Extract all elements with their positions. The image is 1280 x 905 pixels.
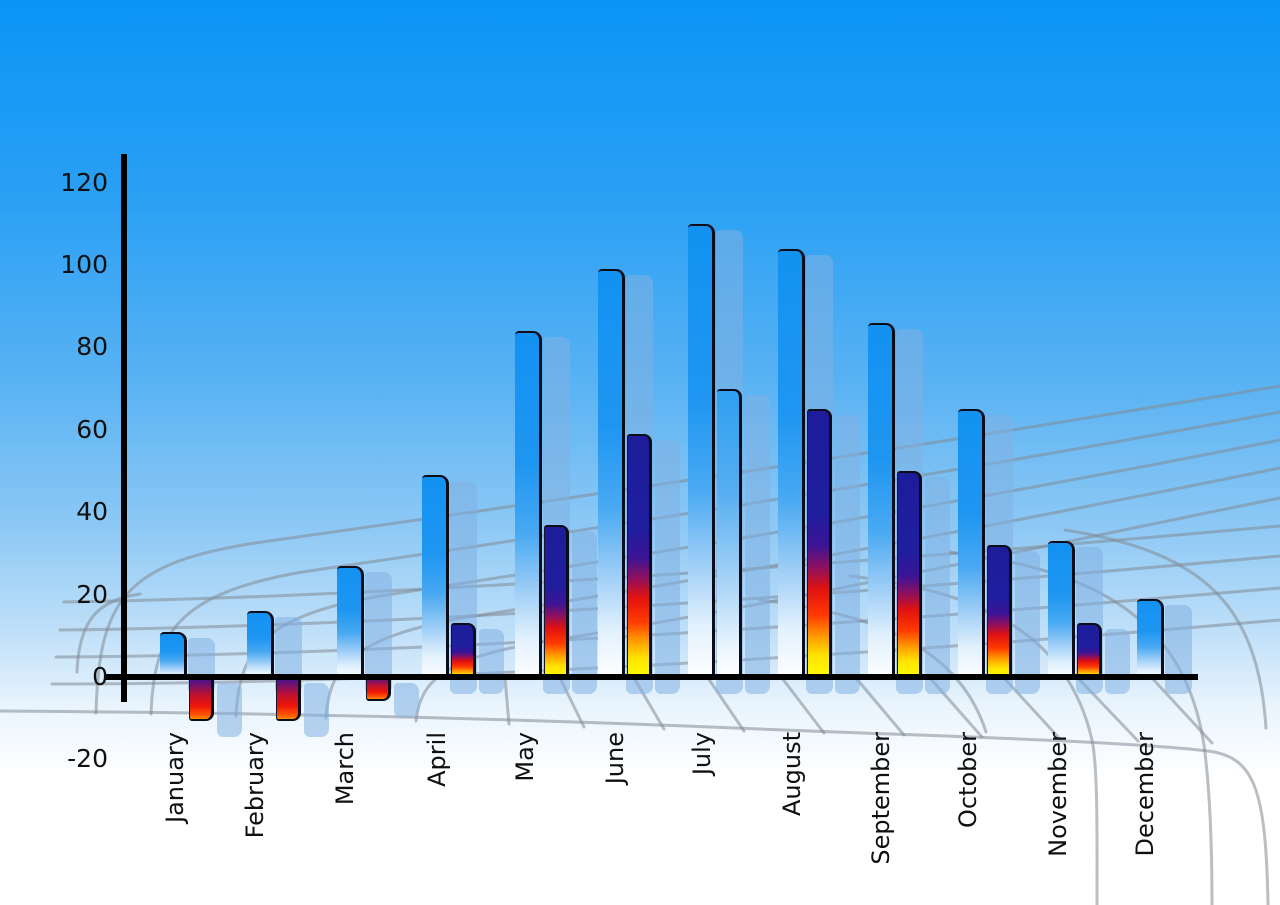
- month-label-july: July: [688, 732, 716, 775]
- bar-october-secondary: [987, 545, 1012, 680]
- month-label-june: June: [601, 732, 629, 784]
- bar-december-primary: [1137, 598, 1164, 680]
- month-label-text: January: [161, 732, 189, 823]
- month-label-text: October: [954, 732, 982, 829]
- bar-october-primary: [958, 409, 985, 680]
- bar-february-secondary: [276, 675, 301, 722]
- month-label-september: September: [867, 732, 895, 865]
- bar-march-primary: [337, 565, 364, 680]
- bar-september-secondary: [897, 471, 922, 680]
- y-tick-120: 120: [60, 167, 108, 197]
- month-label-text: July: [688, 732, 716, 776]
- month-label-text: August: [778, 732, 806, 816]
- month-label-text: December: [1131, 732, 1159, 857]
- month-label-january: January: [161, 732, 189, 823]
- month-label-august: August: [778, 732, 806, 816]
- bar-june-secondary: [627, 433, 652, 680]
- bar-june-primary: [598, 269, 625, 680]
- grid-line: [780, 676, 826, 735]
- month-label-december: December: [1131, 732, 1159, 856]
- month-label-february: February: [241, 732, 269, 838]
- month-label-text: February: [241, 732, 269, 839]
- bar-august-secondary-shadow: [835, 415, 860, 694]
- bar-march-primary-shadow: [365, 571, 392, 694]
- grid-line: [706, 676, 746, 733]
- bar-november-primary: [1048, 541, 1075, 680]
- month-label-may: May: [511, 732, 539, 782]
- bar-january-primary: [160, 631, 187, 680]
- month-label-text: November: [1044, 732, 1072, 857]
- grid-line: [149, 410, 1280, 716]
- y-tick-80: 80: [76, 332, 108, 362]
- bar-august-secondary: [807, 409, 832, 680]
- month-label-november: November: [1044, 732, 1072, 857]
- y-tick-40: 40: [76, 497, 108, 527]
- month-label-text: March: [331, 732, 359, 806]
- bar-august-primary: [778, 248, 805, 680]
- month-label-march: March: [331, 732, 359, 805]
- bar-february-primary: [247, 611, 274, 680]
- bar-march-secondary-shadow: [394, 683, 419, 717]
- month-label-april: April: [423, 732, 451, 787]
- bar-may-secondary-shadow: [572, 530, 597, 694]
- bar-july-primary: [688, 223, 715, 680]
- y-tick-20: 20: [76, 579, 108, 609]
- y-tick-100: 100: [60, 250, 108, 279]
- bar-july-secondary: [717, 388, 742, 680]
- month-label-text: September: [867, 732, 895, 865]
- y-tick--20: -20: [67, 744, 108, 774]
- bar-april-secondary-shadow: [479, 629, 504, 694]
- y-tick-0: 0: [92, 662, 108, 691]
- bar-may-secondary: [544, 524, 569, 680]
- month-label-october: October: [954, 732, 982, 828]
- x-axis-line: [104, 674, 1198, 680]
- bar-june-secondary-shadow: [655, 439, 680, 694]
- bar-july-secondary-shadow: [745, 394, 770, 694]
- bar-april-secondary: [451, 623, 476, 680]
- y-axis-line: [121, 154, 127, 702]
- grid-line: [1063, 528, 1268, 730]
- month-label-text: May: [511, 732, 539, 782]
- month-label-text: June: [601, 732, 629, 785]
- bar-may-primary: [515, 330, 542, 680]
- y-tick-60: 60: [76, 414, 108, 444]
- bar-january-secondary: [189, 675, 214, 722]
- month-label-text: April: [423, 732, 451, 787]
- bar-november-secondary-shadow: [1105, 629, 1130, 694]
- grid-line: [1002, 676, 1062, 741]
- bar-october-secondary-shadow: [1015, 551, 1040, 694]
- bar-april-primary: [422, 475, 449, 680]
- grid-line: [503, 676, 511, 726]
- bar-september-secondary-shadow: [925, 477, 950, 694]
- bar-february-secondary-shadow: [304, 683, 329, 738]
- grid-line: [854, 676, 906, 737]
- bar-january-secondary-shadow: [217, 683, 242, 738]
- bar-september-primary: [868, 322, 895, 680]
- bar-november-secondary: [1077, 623, 1102, 680]
